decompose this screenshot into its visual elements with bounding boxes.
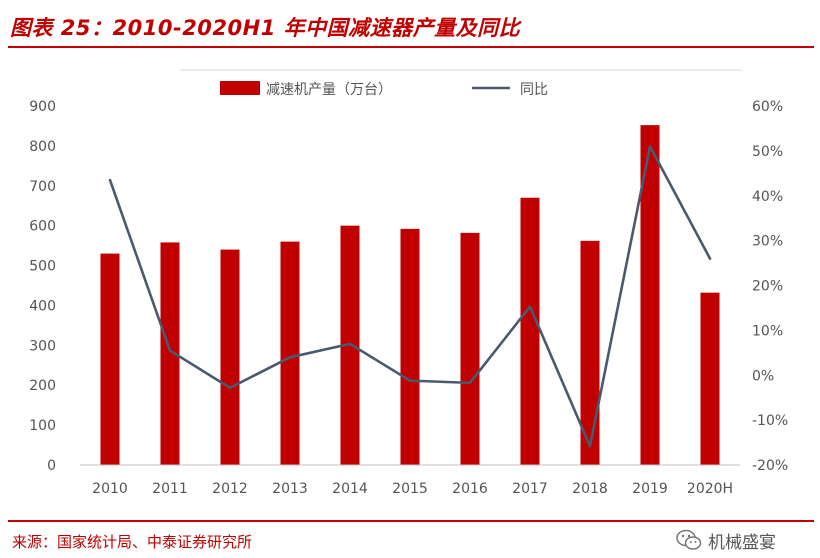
x-tick-label: 2019 [632,481,668,497]
y2-tick-label: 30% [752,234,783,250]
watermark-text: 机械盛宴 [708,532,776,553]
y2-tick-label: 20% [752,279,783,295]
yoy-point [109,179,111,181]
footer-rule [8,520,814,522]
y2-tick-label: 60% [752,99,783,115]
y-tick-label: 300 [29,338,56,354]
chart-title: 图表 25：2010-2020H1 年中国减速器产量及同比 [10,16,521,40]
bar [160,242,180,465]
x-tick-label: 2020H [687,481,733,497]
watermark: 机械盛宴 [676,527,776,553]
y-tick-label: 0 [47,458,56,474]
y-tick-label: 900 [29,99,56,115]
yoy-point [469,382,471,384]
yoy-point [229,387,231,389]
y-tick-label: 500 [29,259,56,275]
x-tick-label: 2017 [512,481,548,497]
x-tick-label: 2015 [392,481,428,497]
legend: 减速机产量（万台） 同比 [220,81,548,98]
y-tick-label: 200 [29,378,56,394]
y2-tick-label: 10% [752,323,783,339]
source-note: 来源：国家统计局、中泰证券研究所 [12,533,253,551]
bar [520,197,540,465]
y2-tick-label: 50% [752,144,783,160]
x-tick-label: 2014 [332,481,368,497]
y2-tick-label: -20% [752,458,788,474]
bar [640,125,660,465]
x-tick-label: 2013 [272,481,308,497]
y-tick-label: 700 [29,179,56,195]
title-rule [8,46,814,48]
bar [400,228,420,465]
y-tick-label: 400 [29,298,56,314]
yoy-point [409,379,411,382]
yoy-point [169,349,171,352]
bar [100,253,120,465]
legend-line-label: 同比 [520,82,548,98]
yoy-point [289,356,291,359]
x-tick-label: 2010 [92,481,128,497]
y-tick-label: 600 [29,219,56,235]
bar [460,232,480,465]
x-tick-label: 2011 [152,481,188,497]
legend-bar-swatch [220,81,260,95]
wechat-icon [676,529,702,550]
yoy-point [709,257,711,260]
y2-tick-label: 40% [752,189,783,205]
x-tick-label: 2016 [452,481,488,497]
bar [220,249,240,465]
y2-tick-label: 0% [752,368,774,384]
bar [280,241,300,465]
legend-bar-label: 减速机产量（万台） [266,82,392,98]
yoy-point [589,445,591,447]
x-tick-label: 2012 [212,481,248,497]
y-tick-label: 800 [29,139,56,155]
x-tick-label: 2018 [572,481,608,497]
bar [700,292,720,465]
bar [580,240,600,465]
y-tick-label: 100 [29,418,56,434]
yoy-point [649,145,651,148]
yoy-point [349,343,351,345]
yoy-point [529,305,531,308]
y2-tick-label: -10% [752,413,788,429]
chart: 减速机产量（万台） 同比 0 100 200 300 400 500 600 700 800 90… [29,69,788,497]
